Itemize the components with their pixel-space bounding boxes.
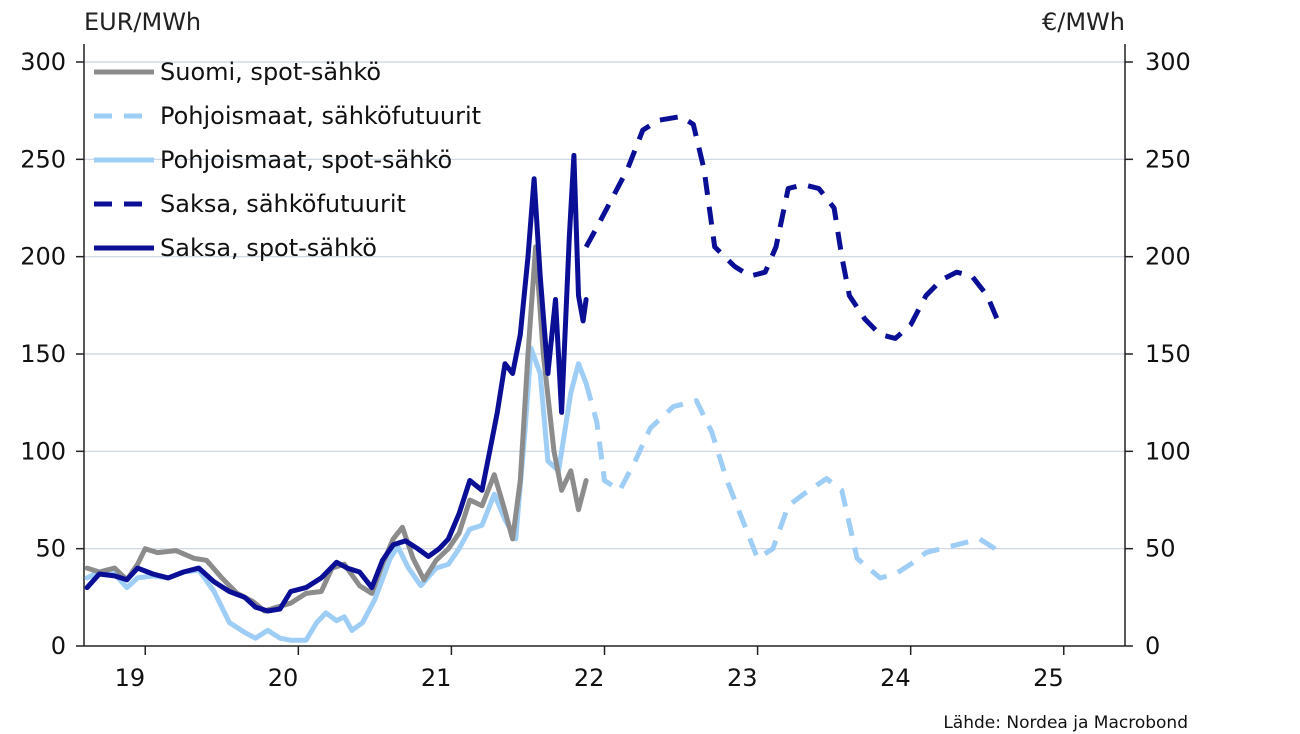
left-unit-label: EUR/MWh (84, 8, 201, 36)
legend: Suomi, spot-sähkö Pohjoismaat, sähköfutuu… (94, 58, 481, 262)
y-tick-label-left: 300 (20, 48, 66, 76)
source-note: Lähde: Nordea ja Macrobond (943, 713, 1188, 733)
x-tick-label: 25 (1033, 664, 1064, 692)
legend-label: Saksa, sähköfutuurit (160, 190, 406, 218)
series-line-1 (583, 382, 1005, 581)
y-tick-label-left: 0 (51, 632, 66, 660)
series-line-4 (84, 152, 589, 614)
y-tick-label-right: 300 (1145, 48, 1191, 76)
x-tick-label: 22 (574, 664, 605, 692)
legend-label: Pohjoismaat, spot-sähkö (160, 146, 452, 174)
y-tick-label-right: 250 (1145, 145, 1191, 173)
x-tick-label: 24 (880, 664, 911, 692)
y-tick-label-right: 150 (1145, 340, 1191, 368)
legend-label: Suomi, spot-sähkö (160, 58, 381, 86)
legend-label: Saksa, spot-sähkö (160, 234, 377, 262)
y-tick-label-right: 0 (1145, 632, 1160, 660)
y-tick-label-right: 100 (1145, 437, 1191, 465)
x-ticks: 19 20 21 22 23 24 25 (115, 646, 1065, 692)
series-lines (84, 114, 1005, 643)
series-line-2 (84, 345, 589, 643)
y-tick-label-left: 150 (20, 340, 66, 368)
x-tick-label: 19 (115, 664, 146, 692)
y-tick-label-left: 50 (35, 535, 66, 563)
y-ticks: 0 0 50 50 100 100 150 150 200 200 250 250 300 300 (20, 48, 1191, 660)
y-tick-label-right: 200 (1145, 243, 1191, 271)
x-tick-label: 21 (421, 664, 452, 692)
y-tick-label-right: 50 (1145, 535, 1176, 563)
x-tick-label: 23 (727, 664, 758, 692)
x-tick-label: 20 (268, 664, 299, 692)
y-tick-label-left: 200 (20, 243, 66, 271)
right-unit-label: €/MWh (1042, 8, 1125, 36)
y-tick-label-left: 250 (20, 145, 66, 173)
y-tick-label-left: 100 (20, 437, 66, 465)
series-line-3 (583, 114, 1002, 341)
legend-label: Pohjoismaat, sähköfutuurit (160, 102, 481, 130)
axes (83, 44, 1126, 647)
series-line-0 (84, 244, 589, 614)
